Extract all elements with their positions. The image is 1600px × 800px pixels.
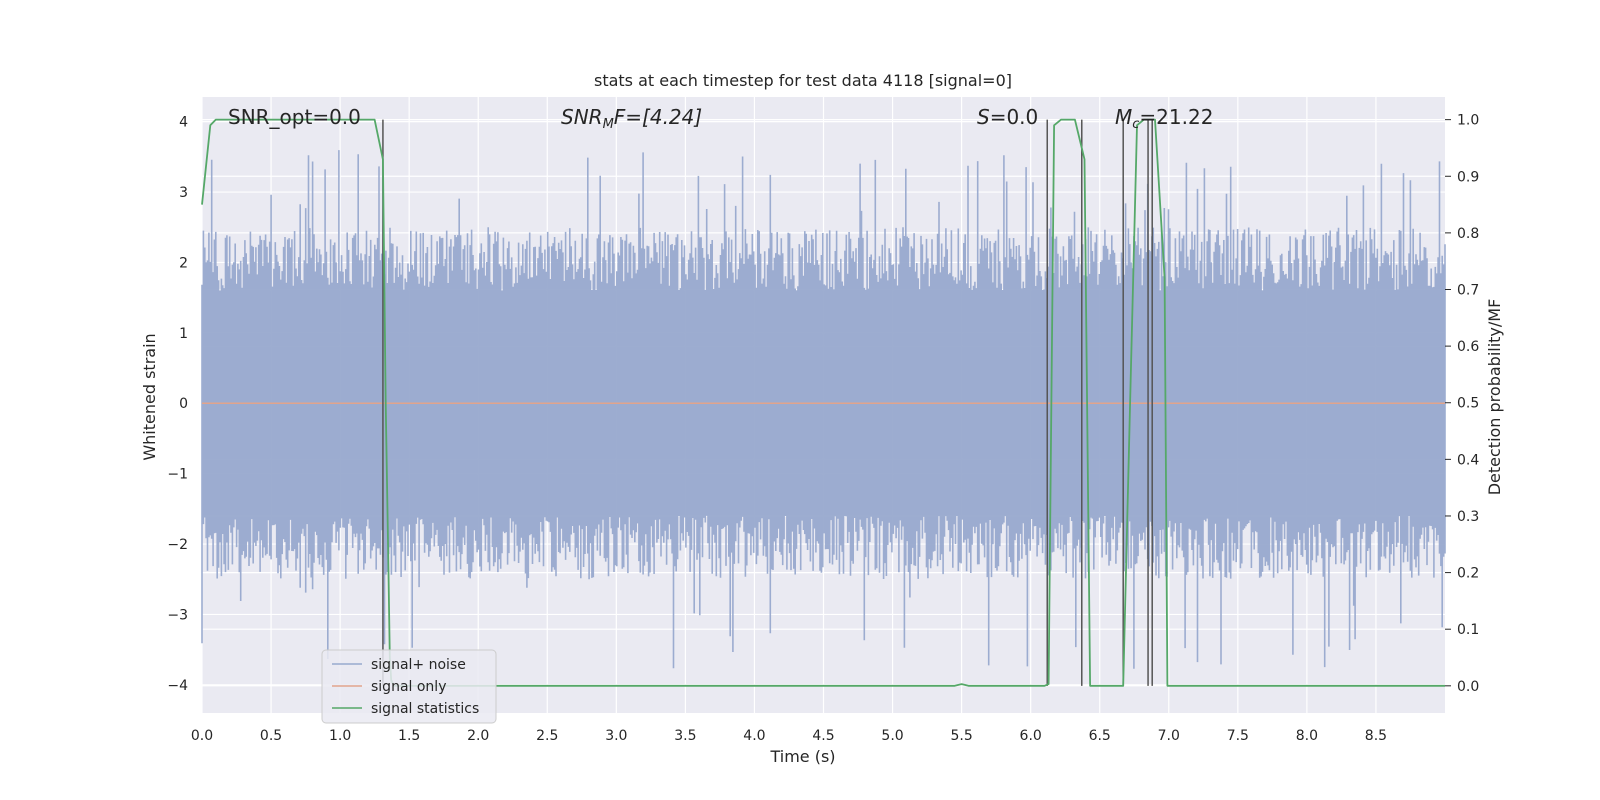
x-tick-label: 0.5 [260, 728, 282, 744]
x-tick-label: 5.0 [881, 728, 903, 744]
y-right-axis-label: Detection probability/MF [1485, 299, 1504, 496]
x-tick-label: 3.5 [674, 728, 696, 744]
y-right-tick-label: 0.8 [1457, 226, 1479, 242]
annotation-snr-mf-prefix: SNR [561, 105, 603, 129]
x-tick-label: 5.5 [950, 728, 972, 744]
x-tick-label: 6.5 [1089, 728, 1111, 744]
y-right-tick-label: 0.4 [1457, 452, 1479, 468]
legend-label-signal-statistics: signal statistics [371, 701, 479, 717]
y-tick-label: 1 [179, 326, 188, 342]
annotation-snr-mf-suffix: F=[4.24] [614, 105, 702, 129]
y-tick-label: 2 [179, 255, 188, 271]
x-tick-label: 7.0 [1158, 728, 1180, 744]
x-axis-label: Time (s) [769, 747, 835, 766]
annotation-s-var: S [977, 105, 990, 129]
signal-noise-trace [201, 150, 1446, 669]
y-right-tick-label: 0.7 [1457, 283, 1479, 299]
x-tick-label: 0.0 [191, 728, 213, 744]
x-tick-label: 7.5 [1227, 728, 1249, 744]
x-tick-label: 4.5 [812, 728, 834, 744]
annotation-snr-mf-sub: M [603, 117, 614, 132]
y-right-tick-label: 1.0 [1457, 113, 1479, 129]
y-right-tick-label: 0.2 [1457, 566, 1479, 582]
y-right-tick-label: 0.0 [1457, 679, 1479, 695]
legend: signal+ noise signal only signal statist… [321, 649, 497, 724]
y-right-tick-label: 0.5 [1457, 396, 1479, 412]
y-right-tick-label: 0.9 [1457, 169, 1479, 185]
annotation-mc-value: =21.22 [1139, 105, 1213, 129]
annotation-snr-mf: SNRMF=[4.24] [561, 105, 702, 132]
x-tick-label: 6.0 [1020, 728, 1042, 744]
y-tick-label: −2 [167, 537, 188, 553]
y-right-tick-label: 0.6 [1457, 339, 1479, 355]
x-tick-label: 1.0 [329, 728, 351, 744]
x-tick-label: 2.0 [467, 728, 489, 744]
y-tick-label: 4 [179, 115, 188, 131]
annotation-s: S=0.0 [977, 105, 1038, 129]
signal-statistics-series [201, 118, 1445, 687]
annotation-mc: Mc=21.22 [1115, 105, 1213, 132]
x-tick-label: 2.5 [536, 728, 558, 744]
axis-ticks: 0.0 0.5 1.0 1.5 2.0 2.5 3.0 3.5 4.0 4.5 5.0 5.5 6.0 6… [167, 113, 1479, 744]
y-right-tick-label: 0.3 [1457, 509, 1479, 525]
y-tick-label: 0 [179, 396, 188, 412]
y-tick-label: −4 [167, 678, 188, 694]
x-tick-label: 8.0 [1296, 728, 1318, 744]
legend-label-signal-noise: signal+ noise [371, 657, 466, 673]
y-tick-label: 3 [179, 185, 188, 201]
y-axis-label: Whitened strain [140, 333, 159, 460]
x-tick-label: 8.5 [1365, 728, 1387, 744]
annotation-mc-var: M [1115, 105, 1132, 129]
y-tick-label: −3 [167, 607, 188, 623]
chart-title: stats at each timestep for test data 411… [594, 71, 1012, 90]
y-tick-label: −1 [167, 467, 188, 483]
annotation-snr-opt: SNR_opt=0.0 [228, 105, 361, 129]
legend-label-signal-only: signal only [371, 679, 446, 695]
y-right-tick-label: 0.1 [1457, 622, 1479, 638]
signal-statistics-line [201, 118, 1445, 687]
x-tick-label: 1.5 [398, 728, 420, 744]
x-tick-label: 3.0 [605, 728, 627, 744]
legend-box [321, 649, 497, 724]
annotation-s-value: =0.0 [990, 105, 1039, 129]
signal-noise-series [201, 150, 1446, 669]
annotation-mc-sub: c [1132, 117, 1139, 132]
x-tick-label: 4.0 [743, 728, 765, 744]
